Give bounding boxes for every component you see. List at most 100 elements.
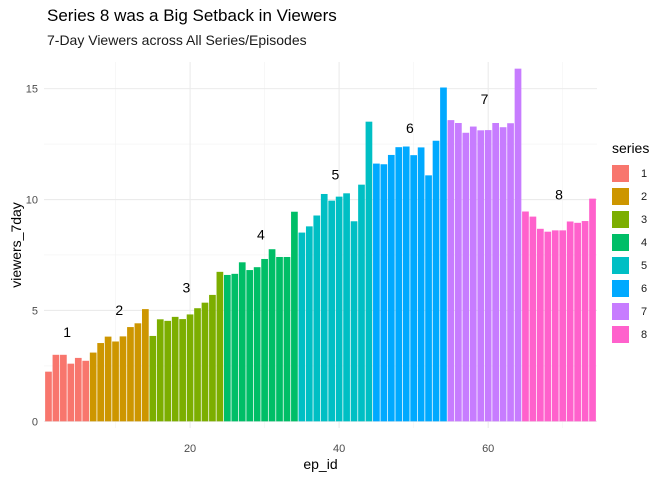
bar-series-7 (455, 123, 462, 422)
bar-series-5 (320, 193, 328, 422)
bar-series-5 (343, 193, 350, 422)
bar-series-1 (67, 363, 75, 422)
bar-series-7 (499, 127, 507, 422)
bar-series-7 (484, 130, 492, 422)
bar-series-4 (238, 262, 246, 422)
bar-series-5 (305, 226, 313, 422)
bar-series-4 (276, 256, 283, 422)
y-tick-label: 5 (32, 305, 38, 317)
bar-series-6 (425, 175, 432, 422)
bar-series-7 (462, 132, 470, 422)
bar-series-3 (194, 308, 201, 422)
bar-series-3 (156, 319, 164, 422)
bar-series-4 (261, 258, 268, 422)
bar-series-5 (335, 196, 343, 422)
legend-item: 8 (612, 323, 649, 346)
legend-title: series (612, 140, 650, 156)
bar-series-7 (477, 130, 485, 422)
bar-series-5 (328, 200, 336, 422)
series-annotation: 7 (481, 91, 489, 107)
legend-items: 1 2 3 4 5 6 7 8 (612, 162, 649, 346)
x-axis-title: ep_id (303, 456, 337, 472)
legend-item: 5 (612, 254, 649, 277)
legend-item: 2 (612, 185, 649, 208)
bar-series-8 (544, 231, 552, 422)
bar-series-3 (164, 320, 172, 422)
bar-series-5 (298, 232, 306, 422)
bar-series-8 (537, 228, 544, 422)
bar-series-4 (291, 211, 298, 422)
legend-label: 7 (641, 305, 648, 318)
bar-series-6 (440, 87, 447, 422)
bar-series-8 (589, 198, 596, 422)
legend-label: 2 (641, 190, 648, 203)
bar-series-3 (186, 314, 194, 422)
series-annotation: 1 (63, 324, 71, 340)
bar-series-5 (365, 121, 373, 422)
legend-swatch (612, 257, 629, 274)
bar-series-6 (373, 163, 380, 422)
series-annotation: 5 (332, 167, 340, 183)
legend: series 1 2 3 4 5 6 7 8 (612, 140, 649, 346)
bar-series-5 (313, 215, 321, 422)
legend-label: 1 (641, 167, 648, 180)
bar-series-8 (522, 211, 529, 422)
bar-series-1 (45, 371, 52, 422)
bar-series-2 (134, 323, 142, 422)
bar-series-2 (119, 336, 127, 422)
bar-series-1 (52, 354, 60, 422)
legend-swatch (612, 234, 629, 251)
y-tick-label: 0 (32, 416, 38, 428)
bar-series-2 (97, 343, 104, 422)
bar-series-6 (380, 164, 388, 422)
legend-swatch (612, 188, 629, 205)
y-tick-label: 15 (26, 84, 38, 96)
bar-series-6 (432, 140, 440, 422)
legend-label: 3 (641, 213, 648, 226)
bar-series-3 (171, 316, 179, 422)
bar-series-5 (350, 221, 358, 422)
series-annotation: 3 (182, 280, 190, 296)
bar-series-4 (231, 273, 239, 422)
x-tick-label: 60 (482, 443, 494, 455)
legend-item: 7 (612, 300, 649, 323)
bar-series-7 (469, 126, 477, 422)
bar-series-7 (447, 120, 455, 422)
bar-series-8 (574, 222, 581, 422)
legend-swatch (612, 165, 629, 182)
bar-series-3 (216, 271, 224, 422)
series-annotation: 2 (115, 302, 123, 318)
series-annotation: 4 (257, 226, 265, 242)
bar-series-4 (268, 249, 276, 422)
bar-series-8 (566, 221, 574, 422)
x-tick-label: 20 (184, 443, 196, 455)
bar-series-7 (492, 123, 499, 422)
bar-series-7 (514, 68, 522, 422)
series-annotation: 6 (406, 120, 414, 136)
legend-label: 5 (641, 259, 648, 272)
bar-series-2 (127, 327, 134, 422)
legend-swatch (612, 280, 629, 297)
bar-series-4 (246, 270, 254, 422)
bar-series-1 (82, 360, 90, 422)
bar-series-4 (253, 267, 261, 422)
bar-series-6 (387, 154, 395, 422)
bar-series-6 (402, 146, 410, 422)
bar-series-5 (358, 184, 365, 422)
bar-series-3 (209, 294, 216, 422)
series-annotation: 8 (555, 187, 563, 203)
bar-series-4 (223, 274, 231, 422)
bar-series-3 (179, 319, 186, 422)
legend-swatch (612, 303, 629, 320)
y-tick-label: 10 (26, 195, 38, 207)
bar-series-2 (112, 341, 119, 422)
bar-series-6 (410, 155, 418, 422)
legend-item: 3 (612, 208, 649, 231)
bar-series-3 (201, 302, 209, 422)
legend-label: 4 (641, 236, 648, 249)
bar-series-6 (395, 147, 403, 422)
bar-series-2 (142, 309, 149, 422)
x-tick-label: 40 (333, 443, 345, 455)
legend-item: 6 (612, 277, 649, 300)
bar-series-1 (74, 357, 82, 422)
